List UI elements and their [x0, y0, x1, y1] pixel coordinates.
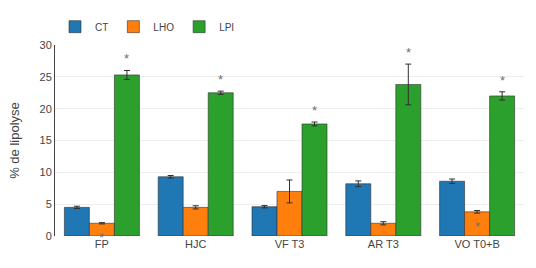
svg-text:*: *	[312, 103, 317, 118]
svg-text:LPI: LPI	[219, 22, 234, 33]
svg-text:*: *	[124, 51, 129, 66]
svg-text:LHO: LHO	[153, 22, 174, 33]
svg-text:5: 5	[46, 198, 52, 210]
svg-text:AR T3: AR T3	[368, 238, 399, 250]
svg-text:0: 0	[46, 230, 52, 242]
svg-text:25: 25	[40, 71, 52, 83]
svg-text:*: *	[218, 72, 223, 87]
svg-text:*: *	[406, 45, 411, 60]
svg-text:15: 15	[40, 134, 52, 146]
svg-text:% de lipolyse: % de lipolyse	[7, 102, 22, 179]
svg-text:10: 10	[40, 166, 52, 178]
svg-text:*: *	[99, 230, 104, 245]
svg-text:HJC: HJC	[185, 238, 206, 250]
svg-text:VO T0+B: VO T0+B	[454, 238, 499, 250]
svg-text:FP: FP	[95, 238, 109, 250]
svg-text:VF T3: VF T3	[275, 238, 305, 250]
svg-text:30: 30	[40, 39, 52, 51]
svg-text:*: *	[475, 219, 480, 234]
svg-text:CT: CT	[95, 22, 108, 33]
svg-text:*: *	[500, 73, 505, 88]
svg-text:20: 20	[40, 103, 52, 115]
